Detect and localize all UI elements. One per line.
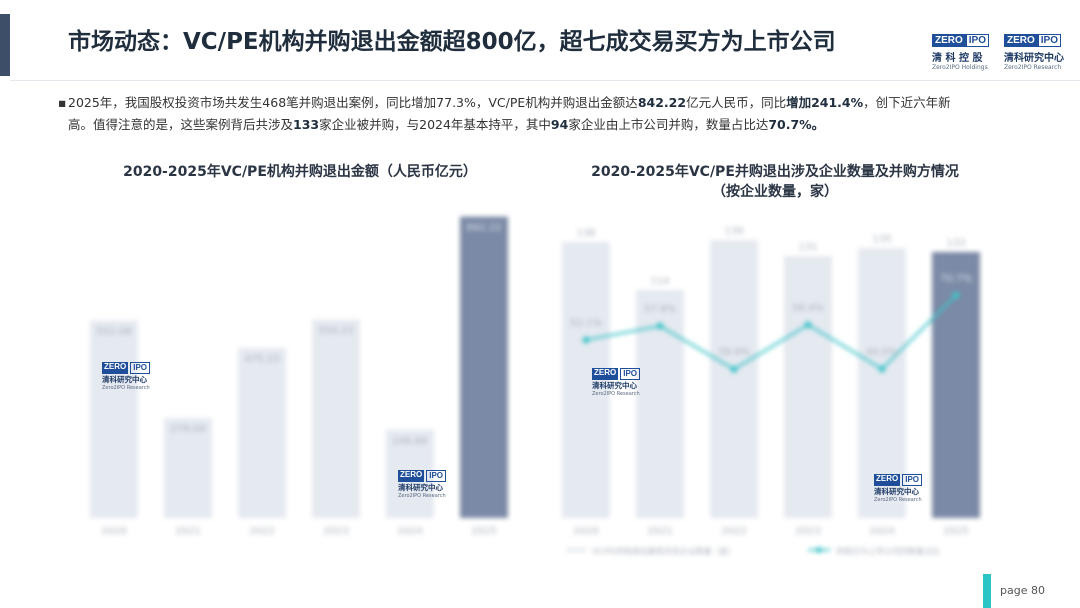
line-point	[952, 291, 960, 299]
bar	[312, 319, 360, 518]
watermark-logo: ZERO IPO 清科研究中心 Zero2IPO Research	[398, 470, 447, 499]
x-tick-label: 2020	[101, 526, 126, 537]
line-point	[804, 321, 812, 329]
data-label: 131	[798, 242, 817, 253]
x-tick-label: 2020	[573, 526, 598, 537]
x-tick-label: 2023	[323, 526, 348, 537]
data-label: 114	[650, 276, 669, 287]
data-label: 552.08	[97, 326, 132, 337]
title-accent-bar	[0, 14, 10, 76]
bar	[710, 240, 758, 518]
data-label: 135	[872, 234, 891, 245]
data-label: 842.22	[467, 223, 502, 234]
x-tick-label: 2022	[249, 526, 274, 537]
x-tick-label: 2022	[721, 526, 746, 537]
line-data-label: 40.0%	[866, 347, 898, 358]
summary-paragraph: ▪ 2025年，我国股权投资市场共发生468笔并购退出案例，同比增加77.3%，…	[58, 92, 1028, 136]
line-point	[878, 365, 886, 373]
page-title: 市场动态：VC/PE机构并购退出金额超800亿，超七成交易买方为上市公司	[68, 29, 836, 55]
data-label: 133	[946, 238, 965, 249]
bar	[90, 320, 138, 518]
right-chart-title: 2020-2025年VC/PE并购退出涉及企业数量及并购方情况 （按企业数量，家…	[591, 164, 959, 200]
watermark-logo: ZERO IPO 清科研究中心 Zero2IPO Research	[874, 474, 923, 503]
legend-line-marker	[816, 547, 822, 553]
line-point	[730, 365, 738, 373]
watermark-logo: ZERO IPO 清科研究中心 Zero2IPO Research	[592, 368, 641, 397]
data-label: 138	[576, 228, 595, 239]
bar	[164, 418, 212, 518]
line-data-label: 57.9%	[644, 304, 676, 315]
zero2ipo-research-logo: ZERO IPO 清科研究中心 Zero2IPO Research	[1004, 34, 1064, 71]
bar	[562, 242, 610, 518]
summary-line-1: 2025年，我国股权投资市场共发生468笔并购退出案例，同比增加77.3%，VC…	[68, 95, 951, 110]
bar	[784, 256, 832, 518]
line-data-label: 52.1%	[570, 318, 602, 329]
legend-label: 并购方为上市公司的数量占比	[836, 546, 940, 556]
summary-line-2: 高。值得注意的是，这些案例背后共涉及133家企业被并购，与2024年基本持平，其…	[68, 117, 825, 132]
header-divider	[10, 80, 1080, 81]
x-tick-label: 2021	[647, 526, 672, 537]
x-tick-label: 2025	[943, 526, 968, 537]
x-tick-label: 2021	[175, 526, 200, 537]
watermark-logo: ZERO IPO 清科研究中心 Zero2IPO Research	[102, 362, 151, 391]
line-data-label: 70.7%	[940, 273, 972, 284]
data-label: 554.23	[319, 326, 354, 337]
bar	[858, 248, 906, 518]
line-data-label: 58.4%	[792, 303, 824, 314]
series-line	[585, 294, 957, 371]
line-point	[582, 336, 590, 344]
data-label: 475.23	[245, 354, 280, 365]
legend-label: VC/PE并购退出案例涉及企业数量（家）	[592, 546, 736, 556]
line-data-label: 39.9%	[718, 347, 750, 358]
line-point	[656, 322, 664, 330]
bullet-icon: ▪	[58, 95, 67, 110]
bar	[460, 216, 508, 518]
zero2ipo-holdings-logo: ZERO IPO 清 科 控 股 Zero2IPO Holdings	[932, 34, 990, 71]
page-number: page 80	[1000, 584, 1045, 597]
footer-accent-bar	[983, 574, 991, 608]
data-label: 246.66	[393, 436, 428, 447]
data-label: 279.04	[171, 424, 206, 435]
x-tick-label: 2024	[397, 526, 422, 537]
left-chart-title: 2020-2025年VC/PE机构并购退出金额（人民币亿元）	[123, 164, 477, 180]
x-tick-label: 2024	[869, 526, 894, 537]
bar	[238, 347, 286, 518]
data-label: 139	[724, 226, 743, 237]
x-tick-label: 2023	[795, 526, 820, 537]
x-tick-label: 2025	[471, 526, 496, 537]
